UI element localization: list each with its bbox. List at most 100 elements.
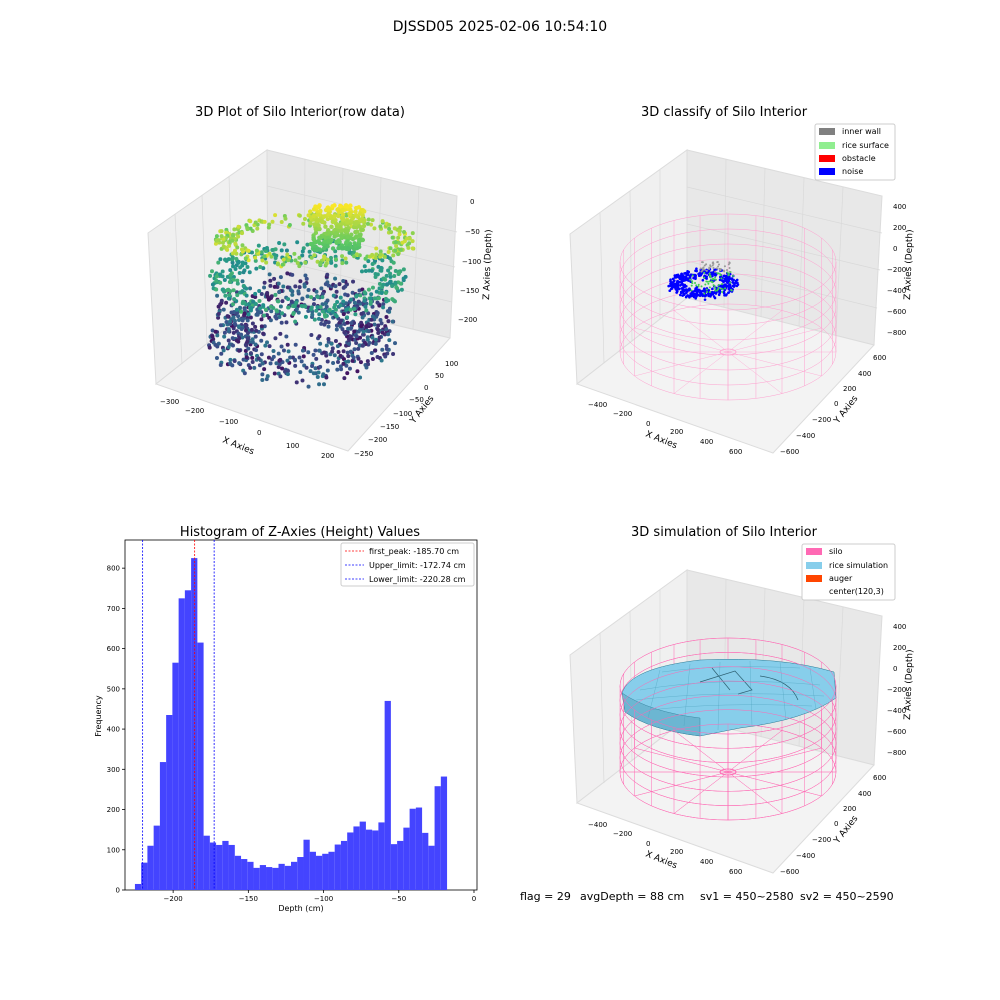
raw-point [333,307,338,312]
raw-point [218,302,223,307]
raw-point [231,302,236,307]
raw-point [270,248,275,253]
raw-point [259,352,264,357]
noise-point [697,293,700,297]
noise-point [684,295,688,299]
raw-point [214,356,219,361]
simulation-ztick: 200 [893,644,906,652]
raw-point [244,286,249,291]
raw-point [341,279,346,284]
figure-title: DJSSD05 2025-02-06 10:54:10 [393,19,607,35]
rice-surface-point [717,272,720,275]
raw-point [245,227,250,232]
raw-point [312,222,317,227]
raw-point [230,257,235,262]
raw-point [378,252,383,257]
raw-point [326,320,331,325]
raw-point [332,203,337,208]
raw-panel-title: 3D Plot of Silo Interior(row data) [195,105,405,120]
raw-point [216,315,221,320]
raw-point [357,233,363,238]
raw-point [244,355,249,360]
noise-point [670,287,674,290]
histogram-ytick-label: 300 [107,766,120,774]
raw-point [256,243,261,248]
raw-point [305,242,310,247]
raw-point [284,248,289,253]
histogram-bar [347,832,354,890]
noise-point [692,276,695,280]
raw-point [259,317,264,322]
rice-surface-point [703,292,706,295]
noise-point [681,290,685,294]
raw-point [401,267,406,272]
raw-point [269,309,274,314]
raw-point [391,260,396,265]
raw-point [346,246,351,251]
raw-point [278,331,283,336]
raw-point [410,239,415,244]
raw-point [292,251,297,256]
raw-point [216,341,221,346]
classify-3d-panel: 3D classify of Silo Interior inner wall … [569,105,915,456]
raw-point [390,283,395,288]
raw-point [384,314,389,319]
raw-point [381,276,386,281]
raw-point [302,284,307,289]
raw-point [329,341,334,346]
legend-box [814,123,896,181]
raw-point [308,209,313,214]
raw-point [340,261,345,266]
raw-point [221,307,226,312]
raw-point [321,372,326,377]
raw-point [306,308,311,313]
raw-point [359,269,364,274]
inner-wall-point [705,263,708,266]
raw-point [257,288,262,293]
raw-point [323,282,328,287]
raw-point [230,260,235,265]
raw-point [278,357,283,362]
raw-point [232,297,237,302]
raw-point [310,363,315,368]
raw-point [323,301,328,306]
raw-point [336,360,341,365]
raw-point [337,282,342,287]
raw-point [402,230,407,235]
classify-ytick: 200 [843,385,856,393]
raw-point [228,357,233,362]
raw-point [215,333,220,338]
raw-point [259,324,264,329]
raw-point [266,355,271,360]
raw-point [259,338,264,343]
raw-point [319,321,324,326]
raw-point [274,361,279,366]
raw-point [387,338,392,343]
silo-floor-spoke [673,351,729,394]
raw-point [242,300,247,305]
raw-point [317,334,322,339]
rice-surface-point [721,288,724,291]
noise-point [689,274,692,278]
raw-point [234,290,239,295]
rice-surface-point [721,290,724,293]
raw-point [392,274,397,279]
raw-point [350,358,355,363]
raw-point [380,258,385,263]
rice-surface-point [705,288,708,291]
simulation-ytick: 0 [834,820,838,828]
raw-point [246,346,251,351]
histogram-bar [222,840,229,890]
simulation-ztick: −200 [887,686,906,694]
raw-ytick: −200 [368,436,387,444]
noise-point [707,288,711,292]
raw-point [362,264,367,269]
classify-xtick: 0 [646,420,650,428]
raw-point [254,328,259,333]
raw-point [363,268,368,273]
raw-point [308,220,313,226]
noise-point [673,274,677,277]
raw-point [253,258,258,263]
raw-point [293,319,298,324]
raw-point [218,272,223,277]
